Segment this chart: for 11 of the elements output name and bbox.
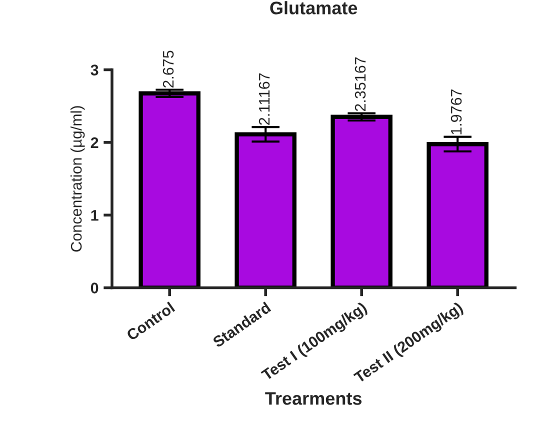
y-tick-label: 3 bbox=[90, 64, 98, 76]
chart-title: Glutamate bbox=[270, 1, 358, 14]
data-label: 2.675 bbox=[162, 50, 174, 88]
data-label: 2.35167 bbox=[354, 57, 366, 112]
y-tick-label: 1 bbox=[91, 210, 98, 221]
x-axis-title: Trearments bbox=[265, 392, 362, 405]
data-label: 1.9767 bbox=[450, 89, 462, 134]
y-axis-title: Concentration (µg/ml) bbox=[70, 106, 85, 252]
y-tick-label: 2 bbox=[90, 137, 98, 148]
data-label: 2.11167 bbox=[258, 73, 270, 125]
y-tick-label: 0 bbox=[90, 282, 98, 294]
